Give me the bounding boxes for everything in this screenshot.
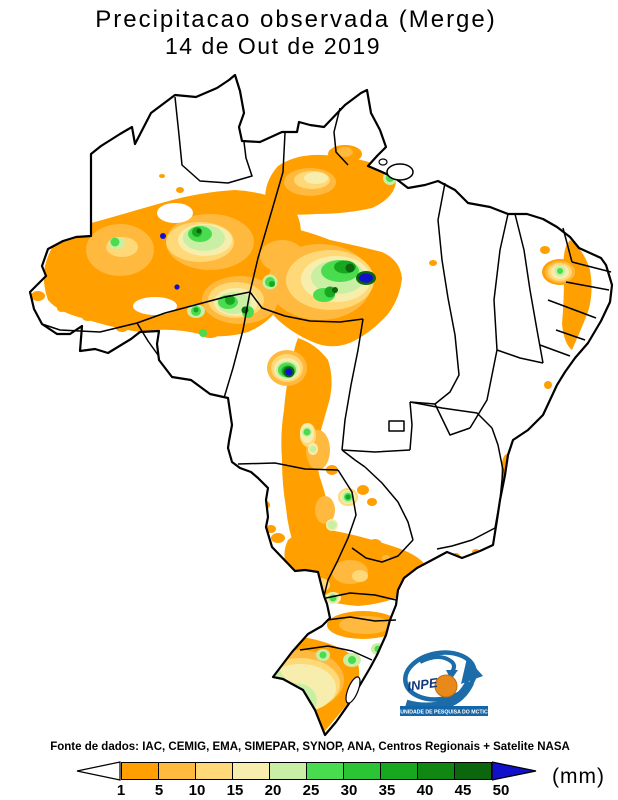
legend-below-arrow (76, 761, 121, 781)
distrito-federal-outline (388, 420, 405, 432)
coastal-islands (345, 158, 414, 704)
legend-tick-label: 20 (264, 782, 282, 799)
legend-bar (75, 761, 555, 781)
dry-gaps (133, 203, 277, 340)
legend-segments (121, 762, 492, 780)
inpe-swoosh-arrowhead (461, 658, 483, 684)
legend-unit-label: (mm) (552, 765, 605, 788)
small-island (378, 158, 388, 166)
legend-tick-label: 30 (340, 782, 358, 799)
inpe-banner-text: UNIDADE DE PESQUISA DO MCTIC (400, 710, 488, 716)
above-max-arrow-shape (492, 761, 537, 781)
legend-tick-label: 5 (154, 782, 164, 799)
brazil-outline (28, 73, 614, 737)
brazil-precipitation-map: INPE UNIDADE DE PESQUISA DO MCTIC (28, 73, 614, 737)
legend-tick-label: 50 (492, 782, 510, 799)
inpe-logo: INPE UNIDADE DE PESQUISA DO MCTIC (400, 650, 488, 716)
page-title: Precipitacao observada (Merge) (95, 6, 497, 33)
color-scale-legend: 1 5 10 15 20 25 30 35 40 45 50 (75, 761, 555, 799)
map-svg: INPE UNIDADE DE PESQUISA DO MCTIC (28, 73, 614, 737)
legend-tick-label: 15 (226, 782, 244, 799)
legend-tick-label: 10 (188, 782, 206, 799)
legend-ticks: 1 5 10 15 20 25 30 35 40 45 50 (75, 761, 555, 799)
page-subtitle-date: 14 de Out de 2019 (164, 33, 382, 59)
legend-tick-label: 35 (378, 782, 396, 799)
legend-above-arrow (492, 761, 537, 781)
state-borders (41, 96, 612, 661)
marajo-island (386, 163, 414, 181)
patos-lagoon (345, 676, 361, 704)
below-min-arrow-shape (76, 761, 121, 781)
legend-tick-label: 45 (454, 782, 472, 799)
inpe-inner-arrow (419, 655, 456, 674)
legend-tick-label: 40 (416, 782, 434, 799)
inpe-inner-arrowhead (446, 670, 458, 680)
legend-tick-label: 25 (302, 782, 320, 799)
inpe-globe-icon (434, 674, 458, 698)
inpe-banner-bg (400, 706, 488, 716)
legend-tick-label: 1 (116, 782, 126, 799)
data-source-line: Fonte de dados: IAC, CEMIG, EMA, SIMEPAR… (50, 741, 570, 753)
inpe-wordmark: INPE (406, 675, 438, 694)
precip-layer-over-50mm (160, 77, 373, 376)
